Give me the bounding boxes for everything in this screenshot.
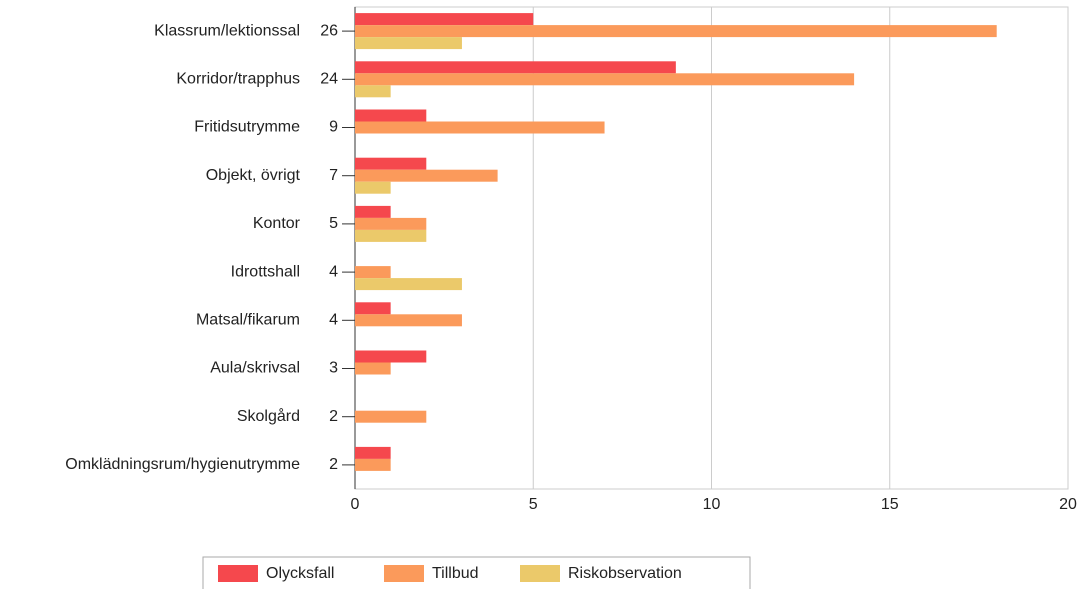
bar (355, 350, 427, 363)
bar (355, 85, 391, 98)
category-label: Skolgård (237, 407, 300, 425)
bar (355, 458, 391, 471)
legend-swatch (218, 565, 258, 582)
category-total: 26 (320, 22, 338, 39)
x-tick-label: 10 (703, 496, 721, 513)
category-total: 5 (329, 215, 338, 232)
bar (355, 217, 427, 230)
bar (355, 109, 427, 122)
legend-label: Riskobservation (568, 565, 682, 582)
bar (355, 278, 462, 291)
bar (355, 61, 676, 74)
legend-label: Olycksfall (266, 565, 334, 582)
bar (355, 446, 391, 459)
category-label: Omklädningsrum/hygienutrymme (65, 456, 300, 473)
category-label: Korridor/trapphus (176, 71, 300, 88)
bar (355, 266, 391, 279)
legend-swatch (520, 565, 560, 582)
bar (355, 410, 427, 423)
bar (355, 37, 462, 50)
bar (355, 73, 855, 86)
category-total: 2 (329, 456, 338, 473)
bar (355, 205, 391, 218)
x-tick-label: 20 (1059, 496, 1077, 513)
x-tick-label: 0 (351, 496, 360, 513)
bar (355, 302, 391, 315)
category-label: Aula/skrivsal (210, 360, 300, 377)
category-total: 3 (329, 360, 338, 377)
bar (355, 229, 427, 242)
legend-swatch (384, 565, 424, 582)
bar (355, 13, 534, 26)
category-label: Idrottshall (231, 263, 300, 280)
x-tick-label: 15 (881, 496, 899, 513)
category-total: 7 (329, 167, 338, 184)
category-label: Fritidsutrymme (194, 119, 300, 136)
bar (355, 121, 605, 134)
category-label: Kontor (253, 215, 301, 232)
bar (355, 169, 498, 182)
legend-label: Tillbud (432, 565, 479, 582)
category-total: 9 (329, 119, 338, 136)
bar (355, 314, 462, 327)
category-label: Objekt, övrigt (206, 167, 301, 184)
bar (355, 25, 997, 38)
bar (355, 362, 391, 375)
category-total: 24 (320, 71, 338, 88)
legend-box (202, 556, 751, 589)
category-label: Matsal/fikarum (196, 312, 300, 329)
bar (355, 181, 391, 194)
x-tick-label: 5 (529, 496, 538, 513)
category-label: Klassrum/lektionssal (154, 22, 300, 39)
bar (355, 157, 427, 170)
category-total: 4 (329, 263, 338, 280)
category-total: 4 (329, 312, 338, 329)
category-total: 2 (329, 408, 338, 425)
